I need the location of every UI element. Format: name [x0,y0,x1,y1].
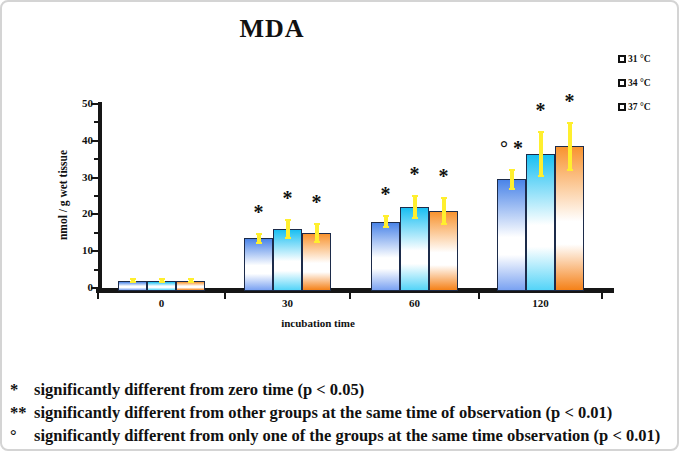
x-tick [601,293,603,299]
error-bar-cap [509,188,515,190]
significance-marker: * [439,167,449,185]
footnote: *significantly different from zero time … [10,378,678,401]
error-bar [568,123,572,169]
legend: 31 °C 34 °C 37 °C [618,54,651,126]
legend-item: 34 °C [618,78,651,88]
x-tick-label: 120 [532,297,549,309]
y-minor-tick [94,232,98,234]
error-bar-cap [509,169,515,171]
error-bar [413,196,417,218]
error-bar [286,220,290,238]
error-bar-cap [256,233,262,235]
error-bar [442,198,446,224]
error-bar [510,170,514,188]
footnotes: *significantly different from zero time … [10,378,678,447]
y-tick-label: 50 [64,97,93,109]
x-tick-label: 60 [409,297,420,309]
error-bar-cap [130,281,136,283]
x-tick-label: 0 [159,297,165,309]
error-bar-cap [538,175,544,177]
error-bar-cap [188,281,194,283]
x-tick [349,293,351,299]
error-bar-cap [285,219,291,221]
error-bar-cap [159,278,165,280]
legend-label: 31 °C [628,54,651,64]
bar-series1-cat2 [244,238,273,291]
error-bar [315,224,319,242]
bar-series2-cat3 [400,207,429,291]
footnote-symbol: * [10,378,34,401]
y-minor-tick [94,158,98,160]
bar-series1-cat3 [371,222,400,291]
bar-series1-cat4 [497,179,526,291]
footnote-text: significantly different from zero time (… [34,378,364,401]
error-bar-cap [567,122,573,124]
significance-marker: * [565,92,575,110]
significance-marker: * [536,101,546,119]
legend-label: 34 °C [628,78,651,88]
significance-marker: * [381,185,391,203]
x-tick [224,293,226,299]
error-bar-cap [285,237,291,239]
footnote-text: significantly different from only one of… [34,424,660,447]
error-bar-cap [130,278,136,280]
x-tick [478,293,480,299]
chart-title: MDA [2,14,542,44]
footnote: °significantly different from only one o… [10,424,678,447]
error-bar-cap [538,131,544,133]
error-bar-cap [567,169,573,171]
error-bar-cap [412,217,418,219]
error-bar-cap [441,197,447,199]
error-bar-cap [314,241,320,243]
y-axis-line [98,102,102,293]
legend-label: 37 °C [628,102,651,112]
significance-marker: * [283,189,293,207]
legend-marker-icon [618,103,626,111]
legend-marker-icon [618,55,626,63]
error-bar-cap [412,195,418,197]
y-minor-tick [94,195,98,197]
x-tick [97,293,99,299]
y-minor-tick [94,121,98,123]
error-bar-cap [256,242,262,244]
y-axis-title: nmol / g wet tissue [57,150,69,240]
significance-marker: ° * [500,139,523,157]
footnote: **significantly different from other gro… [10,401,678,424]
significance-marker: * [254,203,264,221]
y-minor-tick [94,269,98,271]
error-bar-cap [441,223,447,225]
error-bar [539,132,543,176]
error-bar-cap [314,223,320,225]
figure-panel: 0102030405003060120**° ******* MDA 31 °C… [0,0,679,451]
significance-marker: * [410,165,420,183]
x-axis-title: incubation time [281,317,355,329]
footnote-symbol: ** [10,401,34,424]
footnote-symbol: ° [10,424,34,447]
y-tick-label: 0 [64,281,93,293]
legend-marker-icon [618,79,626,87]
error-bar-cap [188,278,194,280]
error-bar-cap [159,281,165,283]
y-tick-label: 40 [64,134,93,146]
legend-item: 31 °C [618,54,651,64]
error-bar-cap [383,215,389,217]
legend-item: 37 °C [618,102,651,112]
x-tick-label: 30 [282,297,293,309]
error-bar-cap [383,226,389,228]
significance-marker: * [312,193,322,211]
footnote-text: significantly different from other group… [34,401,612,424]
y-tick-label: 10 [64,244,93,256]
